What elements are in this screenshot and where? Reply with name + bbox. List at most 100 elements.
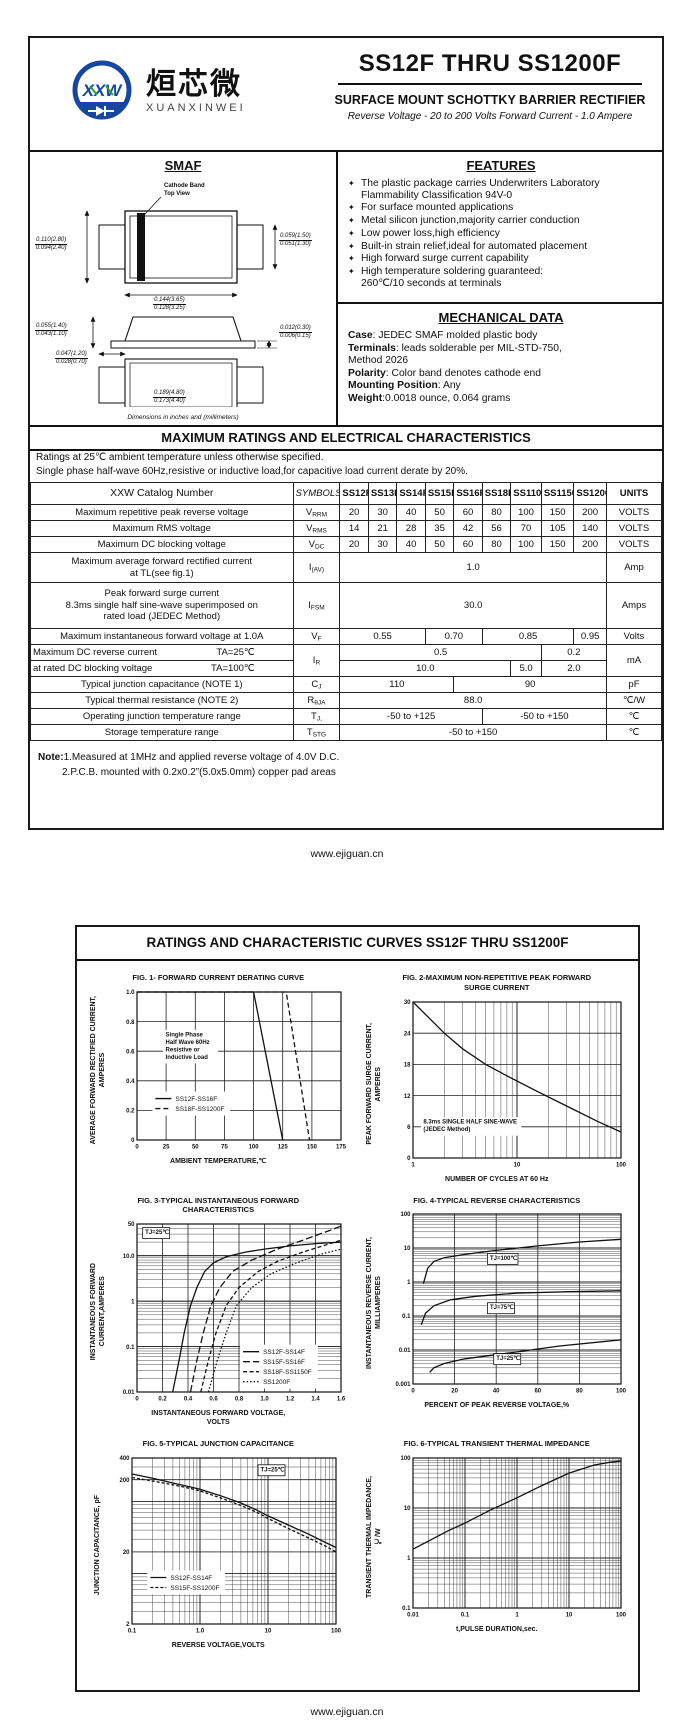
svg-text:150: 150 — [307, 1144, 318, 1150]
dim-pad-height: 0.059(1.50) 0.051(1.30) — [279, 233, 312, 248]
catalog-header: XXW Catalog Number — [30, 482, 294, 505]
ratings-table-wrap: XXW Catalog Number SYMBOLS SS12FSS13FSS1… — [30, 482, 663, 741]
svg-text:12: 12 — [404, 1093, 411, 1099]
svg-text:80: 80 — [576, 1389, 583, 1395]
svg-text:8.3ms SINGLE HALF SINE-WAVE: 8.3ms SINGLE HALF SINE-WAVE — [424, 1119, 518, 1125]
bullet-icon: ✦ — [348, 267, 355, 277]
svg-text:1.2: 1.2 — [286, 1397, 295, 1403]
dim-body-width: 0.110(2.80) 0.094(2.40) — [35, 237, 68, 252]
svg-text:100: 100 — [616, 1389, 627, 1395]
svg-text:0: 0 — [412, 1389, 416, 1395]
figure-1-plot: 0 25 50 75 100 125 150 175 0 0.2 0.4 0.6 0.8 1.0 SS12F… — [126, 990, 347, 1150]
svg-text:100: 100 — [616, 1162, 627, 1168]
figure-5-xlabel: REVERSE VOLTAGE,VOLTS — [171, 1642, 265, 1650]
svg-text:200: 200 — [120, 1478, 131, 1484]
svg-text:Inductive Load: Inductive Load — [165, 1055, 208, 1061]
svg-text:1.0: 1.0 — [126, 990, 135, 996]
svg-text:1.6: 1.6 — [337, 1397, 346, 1403]
datasheet-page-2: RATINGS AND CHARACTERISTIC CURVES SS12F … — [75, 925, 640, 1692]
feature-item: ✦ High temperature soldering guaranteed: … — [348, 266, 544, 289]
website-url: www.ejiguan.cn — [310, 1706, 384, 1718]
figure-2-xlabel: NUMBER OF CYCLES AT 60 Hz — [445, 1175, 549, 1183]
units-header: UNITS — [605, 482, 663, 505]
svg-text:TJ=25℃: TJ=25℃ — [145, 1229, 169, 1236]
svg-text:Resistive or: Resistive or — [165, 1047, 200, 1053]
svg-text:1: 1 — [408, 1556, 412, 1562]
table-row: Peak forward surge current 8.3ms single … — [30, 582, 663, 629]
svg-text:100: 100 — [248, 1144, 259, 1150]
table-notes: Note:1.Measured at 1MHz and applied reve… — [38, 752, 340, 778]
doc-tagline: Reverse Voltage - 20 to 200 Volts Forwar… — [347, 111, 633, 122]
ratings-conditions: Ratings at 25℃ ambient temperature unles… — [36, 452, 468, 477]
svg-text:0.1: 0.1 — [128, 1629, 137, 1635]
svg-text:0.8: 0.8 — [126, 1020, 135, 1026]
feature-item: ✦ High forward surge current capability — [348, 253, 529, 265]
mech-line: Weight:0.0018 ounce, 0.064 grams — [348, 392, 511, 404]
table-row: Storage temperature range TSTG -50 to +1… — [30, 724, 663, 741]
bullet-icon: ✦ — [348, 241, 355, 251]
table-row: Maximum DC reverse current TA=25℃ IR 0.5 … — [30, 644, 663, 677]
table-row: Typical thermal resistance (NOTE 2) RθJA… — [30, 692, 663, 709]
svg-text:400: 400 — [120, 1456, 131, 1462]
figure-3-title: FIG. 3-TYPICAL INSTANTANEOUS FORWARD CHA… — [137, 1195, 300, 1215]
svg-text:TJ=25℃: TJ=25℃ — [261, 1466, 285, 1473]
package-name: SMAF — [164, 158, 202, 173]
svg-text:75: 75 — [221, 1144, 228, 1150]
package-outline-drawing — [84, 196, 278, 407]
mech-line: Mounting Position: Any — [348, 380, 461, 392]
website-url: www.ejiguan.cn — [310, 848, 384, 860]
figure-5-plot: 0.1 1.0 10 100 400 200 20 2 SS12F-SS14F SS15F-SS1… — [120, 1456, 342, 1635]
svg-text:0.4: 0.4 — [126, 1079, 135, 1085]
svg-text:1: 1 — [516, 1613, 520, 1619]
header: XXW 烜芯微 XUANXINWEI SS12F THRU SS1200F — [30, 38, 662, 152]
table-row: at rated DC blocking voltage TA=100℃ 10.0… — [30, 660, 662, 677]
svg-text:0.1: 0.1 — [403, 1315, 412, 1321]
dim-standoff: 0.012(0.30) 0.006(0.15) — [279, 325, 312, 340]
svg-text:XXW: XXW — [82, 81, 124, 100]
figure-4-ylabel: INSTANTANEOUS REVERSE CURRENT, MILLIAMPE… — [366, 1237, 383, 1370]
figure-6-xlabel: t,PULSE DURATION,sec. — [455, 1626, 538, 1634]
svg-text:175: 175 — [336, 1144, 347, 1150]
svg-text:24: 24 — [404, 1031, 411, 1037]
svg-text:0: 0 — [135, 1397, 139, 1403]
svg-text:10: 10 — [404, 1247, 411, 1253]
svg-text:10: 10 — [404, 1506, 411, 1512]
figure-4: FIG. 4-TYPICAL REVERSE CHARACTERISTICS I… — [358, 1190, 637, 1428]
svg-text:SS15F-SS16F: SS15F-SS16F — [263, 1359, 305, 1366]
svg-text:1.0: 1.0 — [196, 1629, 205, 1635]
figure-6-ylabel: TRANSIENT THERMAL IMPEDANCE, ℃/W — [366, 1476, 383, 1599]
ratings-table: XXW Catalog Number SYMBOLS SS12FSS13FSS1… — [30, 482, 663, 741]
symbols-header: SYMBOLS — [292, 482, 341, 505]
figure-6-title: FIG. 6-TYPICAL TRANSIENT THERMAL IMPEDAN… — [403, 1439, 590, 1449]
features-section: FEATURES ✦ The plastic package carries Un… — [338, 152, 662, 304]
svg-text:100: 100 — [616, 1613, 627, 1619]
svg-text:(JEDEC Method): (JEDEC Method) — [424, 1127, 471, 1133]
mech-line: Terminals: leads solderable per MIL-STD-… — [348, 342, 562, 354]
svg-text:0.01: 0.01 — [408, 1613, 420, 1619]
figure-4-plot: 0 20 40 60 80 100 100 10 1 0.1 0.01 0.001 TJ=100℃ TJ=… — [396, 1213, 627, 1395]
svg-text:6: 6 — [408, 1125, 412, 1131]
figure-6: FIG. 6-TYPICAL TRANSIENT THERMAL IMPEDAN… — [358, 1433, 637, 1650]
svg-text:SS15F-SS1200F: SS15F-SS1200F — [171, 1585, 220, 1592]
svg-text:25: 25 — [163, 1144, 170, 1150]
brand-name-cn: 烜芯微 — [146, 68, 242, 101]
brand-name-en: XUANXINWEI — [146, 102, 246, 114]
svg-text:0.6: 0.6 — [126, 1049, 135, 1055]
svg-text:TJ=25℃: TJ=25℃ — [497, 1356, 521, 1363]
svg-text:TJ=100℃: TJ=100℃ — [490, 1255, 518, 1262]
feature-item: ✦ The plastic package carries Underwriter… — [348, 178, 600, 201]
svg-text:100: 100 — [401, 1213, 412, 1219]
svg-text:1: 1 — [408, 1281, 412, 1287]
svg-text:0.1: 0.1 — [461, 1613, 470, 1619]
table-row: Maximum repetitive peak reverse voltage … — [30, 504, 663, 521]
svg-text:0.01: 0.01 — [399, 1349, 411, 1355]
right-column: FEATURES ✦ The plastic package carries Un… — [338, 152, 662, 425]
figure-2-plot: 1 10 100 0 6 12 18 24 30 8.3ms SINGLE HALF SINE-W… — [404, 1000, 627, 1168]
table-row: Maximum RMS voltage VRMS 14 21 28 35 42 56 70 1… — [30, 520, 663, 537]
bullet-icon: ✦ — [348, 254, 355, 264]
svg-text:SS12F-SS14F: SS12F-SS14F — [171, 1575, 213, 1582]
svg-text:10.0: 10.0 — [123, 1254, 135, 1260]
figure-2-title: FIG. 2-MAXIMUM NON-REPETITIVE PEAK FORWA… — [402, 973, 592, 992]
